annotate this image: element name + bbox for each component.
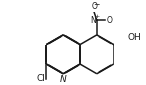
Text: −: − — [93, 1, 100, 10]
Text: N: N — [90, 16, 96, 25]
Text: Cl: Cl — [37, 74, 46, 83]
Text: O: O — [91, 2, 97, 11]
Text: O: O — [106, 16, 112, 25]
Text: N: N — [60, 75, 67, 84]
Text: +: + — [94, 14, 99, 19]
Text: OH: OH — [127, 33, 141, 42]
